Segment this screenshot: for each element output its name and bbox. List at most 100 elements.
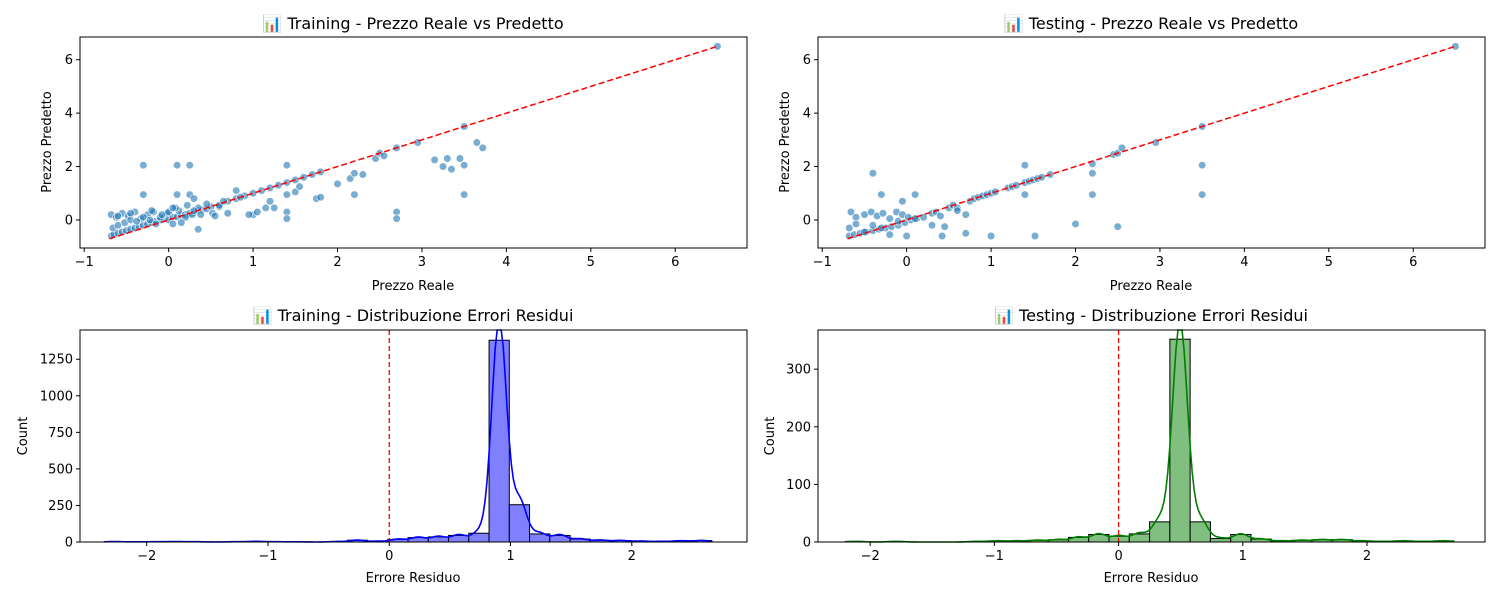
x-tick-label: 4	[1240, 255, 1248, 270]
y-tick-label: 250	[48, 499, 73, 514]
y-tick-label: 4	[65, 107, 73, 122]
scatter-point	[244, 210, 253, 219]
panel-title: 📊 Testing - Prezzo Reale vs Predetto	[1004, 14, 1298, 33]
scatter-point	[282, 214, 291, 223]
y-axis-label: Prezzo Predetto	[40, 91, 55, 193]
panel-testing-histogram: 📊 Testing - Distribuzione Errori Residui…	[763, 306, 1486, 586]
scatter-point	[350, 169, 359, 178]
y-tick-label: 100	[786, 478, 811, 493]
y-tick-label: 0	[65, 536, 73, 551]
y-tick-label: 750	[48, 426, 73, 441]
histogram-bar	[1209, 538, 1232, 543]
x-tick-label: 2	[1071, 255, 1079, 270]
y-tick-label: 0	[803, 536, 811, 551]
scatter-point	[223, 209, 232, 218]
x-tick-label: −1	[985, 549, 1004, 564]
scatter-point	[447, 165, 456, 174]
scatter-point	[986, 231, 996, 241]
scatter-point	[885, 214, 894, 223]
scatter-point	[177, 218, 186, 227]
scatter-point	[1198, 161, 1207, 170]
panel-title: 📊 Testing - Distribuzione Errori Residui	[994, 306, 1308, 325]
reference-line	[847, 45, 1456, 240]
scatter-point	[168, 203, 177, 213]
scatter-point	[460, 190, 469, 199]
scatter-point	[961, 229, 970, 238]
histogram-bar	[1189, 521, 1211, 543]
scatter-point	[868, 169, 877, 178]
scatter-point	[253, 207, 262, 217]
scatter-point	[713, 42, 722, 51]
y-tick-label: 200	[786, 420, 811, 435]
x-tick-label: 0	[903, 255, 911, 270]
x-tick-label: 6	[1409, 255, 1417, 270]
y-tick-label: 500	[48, 462, 73, 477]
x-tick-label: 6	[671, 255, 679, 270]
scatter-point	[379, 151, 389, 160]
plot-frame	[79, 36, 748, 249]
scatter-point	[172, 161, 182, 170]
scatter-point	[472, 138, 481, 147]
plot-frame	[79, 329, 748, 543]
scatter-point	[194, 225, 203, 234]
x-axis-label: Prezzo Reale	[372, 279, 454, 294]
scatter-point	[478, 143, 487, 152]
scatter-point	[455, 154, 465, 163]
y-tick-label: 0	[65, 213, 73, 228]
scatter-point	[1117, 143, 1127, 152]
scatter-point	[961, 210, 970, 219]
x-tick-label: 2	[628, 549, 636, 564]
x-tick-label: 5	[1325, 255, 1333, 270]
scatter-point	[846, 207, 856, 217]
scatter-point	[139, 190, 148, 199]
scatter-point	[940, 222, 949, 231]
panel-title: 📊 Training - Prezzo Reale vs Predetto	[262, 14, 563, 33]
scatter-point	[232, 186, 241, 195]
x-tick-label: 2	[333, 255, 341, 270]
scatter-point	[295, 182, 304, 191]
scatter-point	[316, 193, 325, 202]
scatter-point	[898, 197, 907, 206]
panel-testing-scatter: 📊 Testing - Prezzo Reale vs Predetto −1 0…	[778, 14, 1486, 294]
scatter-point	[845, 223, 854, 233]
x-tick-label: 5	[587, 255, 595, 270]
x-tick-label: −1	[258, 549, 277, 564]
x-axis-label: Errore Residuo	[1104, 571, 1199, 586]
scatter-point	[1088, 190, 1097, 199]
x-tick-label: −2	[861, 549, 880, 564]
x-tick-label: 0	[1114, 549, 1122, 564]
y-axis-label: Prezzo Predetto	[778, 91, 793, 193]
y-axis-label: Count	[16, 417, 31, 456]
scatter-point	[878, 209, 888, 218]
panel-training-histogram: 📊 Training - Distribuzione Errori Residu…	[16, 306, 748, 586]
scatter-point	[132, 217, 141, 226]
scatter-point	[460, 161, 469, 170]
y-tick-label: 2	[803, 160, 811, 175]
histogram-bar	[488, 339, 510, 543]
scatter-point	[1020, 161, 1029, 170]
y-tick-label: 2	[65, 160, 73, 175]
x-tick-label: −1	[813, 255, 832, 270]
x-tick-label: 2	[1363, 549, 1371, 564]
x-tick-label: 3	[1156, 255, 1164, 270]
histogram-bar	[1169, 338, 1191, 543]
scatter-point	[139, 161, 148, 170]
scatter-point	[282, 190, 291, 199]
scatter-point	[851, 219, 861, 229]
scatter-point	[333, 179, 342, 188]
scatter-point	[868, 221, 877, 230]
panel-training-scatter: 📊 Training - Prezzo Reale vs Predetto −1…	[40, 14, 748, 294]
scatter-point	[113, 211, 123, 221]
scatter-point	[1088, 169, 1097, 178]
x-tick-label: 4	[502, 255, 510, 270]
scatter-point	[877, 223, 886, 233]
y-tick-label: 1000	[40, 389, 73, 404]
x-tick-label: −1	[75, 255, 94, 270]
histogram-bar	[508, 504, 531, 543]
scatter-point	[168, 219, 177, 229]
x-tick-label: 0	[165, 255, 173, 270]
scatter-point	[443, 154, 452, 163]
scatter-point	[392, 214, 401, 223]
scatter-point	[210, 211, 220, 221]
x-tick-label: 3	[418, 255, 426, 270]
